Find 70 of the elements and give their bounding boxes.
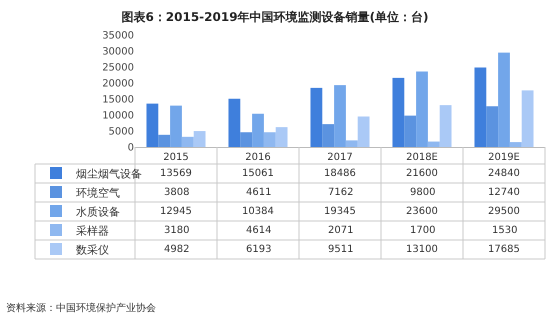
bar — [474, 68, 486, 147]
bar — [170, 106, 182, 147]
bar — [498, 52, 510, 147]
bar — [252, 114, 264, 147]
data-label: 3808 — [164, 187, 190, 198]
y-tick-label: 30000 — [102, 46, 134, 58]
bar — [146, 104, 158, 147]
data-label: 4982 — [164, 244, 190, 255]
legend-label: 水质设备 — [76, 205, 120, 218]
x-tick-label: 2016 — [245, 152, 271, 163]
bar — [310, 88, 322, 147]
bar — [334, 85, 346, 147]
y-tick-label: 0 — [128, 142, 134, 154]
legend-label: 数采仪 — [76, 243, 109, 256]
data-label: 10384 — [242, 206, 274, 217]
data-label: 21600 — [406, 168, 438, 179]
data-label: 29500 — [488, 206, 520, 217]
x-tick-label: 2019E — [488, 152, 520, 163]
data-label: 9800 — [410, 187, 436, 198]
data-label: 2071 — [328, 225, 354, 236]
data-label: 6193 — [246, 244, 272, 255]
data-label: 18486 — [324, 168, 356, 179]
legend-label: 采样器 — [76, 224, 109, 238]
x-tick-label: 2015 — [163, 152, 189, 163]
chart-title: 图表6：2015-2019年中国环境监测设备销量(单位：台) — [121, 10, 429, 24]
data-label: 13100 — [406, 244, 438, 255]
bar — [428, 142, 440, 147]
bar — [158, 134, 170, 147]
data-label: 4614 — [246, 225, 272, 236]
bar — [440, 105, 452, 147]
y-tick-label: 20000 — [102, 78, 134, 90]
bar — [404, 116, 416, 147]
legend-label: 烟尘烟气设备 — [76, 167, 142, 180]
data-label: 15061 — [242, 168, 274, 179]
bar — [392, 78, 404, 147]
data-label: 12945 — [160, 206, 192, 217]
data-label: 19345 — [324, 206, 356, 217]
bar — [510, 142, 522, 147]
data-label: 9511 — [328, 244, 354, 255]
data-label: 1530 — [492, 225, 518, 236]
bar — [182, 136, 194, 147]
y-tick-label: 25000 — [102, 62, 134, 74]
y-tick-label: 15000 — [102, 94, 134, 106]
bar — [486, 106, 498, 147]
data-label: 3180 — [164, 225, 190, 236]
text: 资料来源：中国环境保护产业协会 — [6, 302, 156, 314]
data-label: 24840 — [488, 168, 520, 179]
bar — [322, 124, 334, 147]
y-tick-label: 10000 — [102, 110, 134, 122]
bar — [346, 140, 358, 147]
bar — [240, 132, 252, 147]
x-tick-label: 2018E — [406, 152, 438, 163]
data-label: 12740 — [488, 187, 520, 198]
data-label: 4611 — [246, 187, 272, 198]
bar — [358, 116, 370, 147]
data-label: 7162 — [328, 187, 354, 198]
bar — [228, 98, 240, 147]
bar — [264, 132, 276, 147]
y-tick-label: 35000 — [102, 30, 134, 42]
data-label: 17685 — [488, 244, 520, 255]
data-label: 13569 — [160, 168, 192, 179]
bar — [194, 131, 206, 147]
data-label: 23600 — [406, 206, 438, 217]
legend-label: 环境空气 — [76, 186, 120, 200]
y-tick-label: 5000 — [108, 126, 134, 138]
bar — [276, 127, 288, 147]
data-label: 1700 — [410, 225, 436, 236]
bar — [416, 71, 428, 147]
bar — [522, 90, 534, 147]
x-tick-label: 2017 — [327, 152, 353, 163]
